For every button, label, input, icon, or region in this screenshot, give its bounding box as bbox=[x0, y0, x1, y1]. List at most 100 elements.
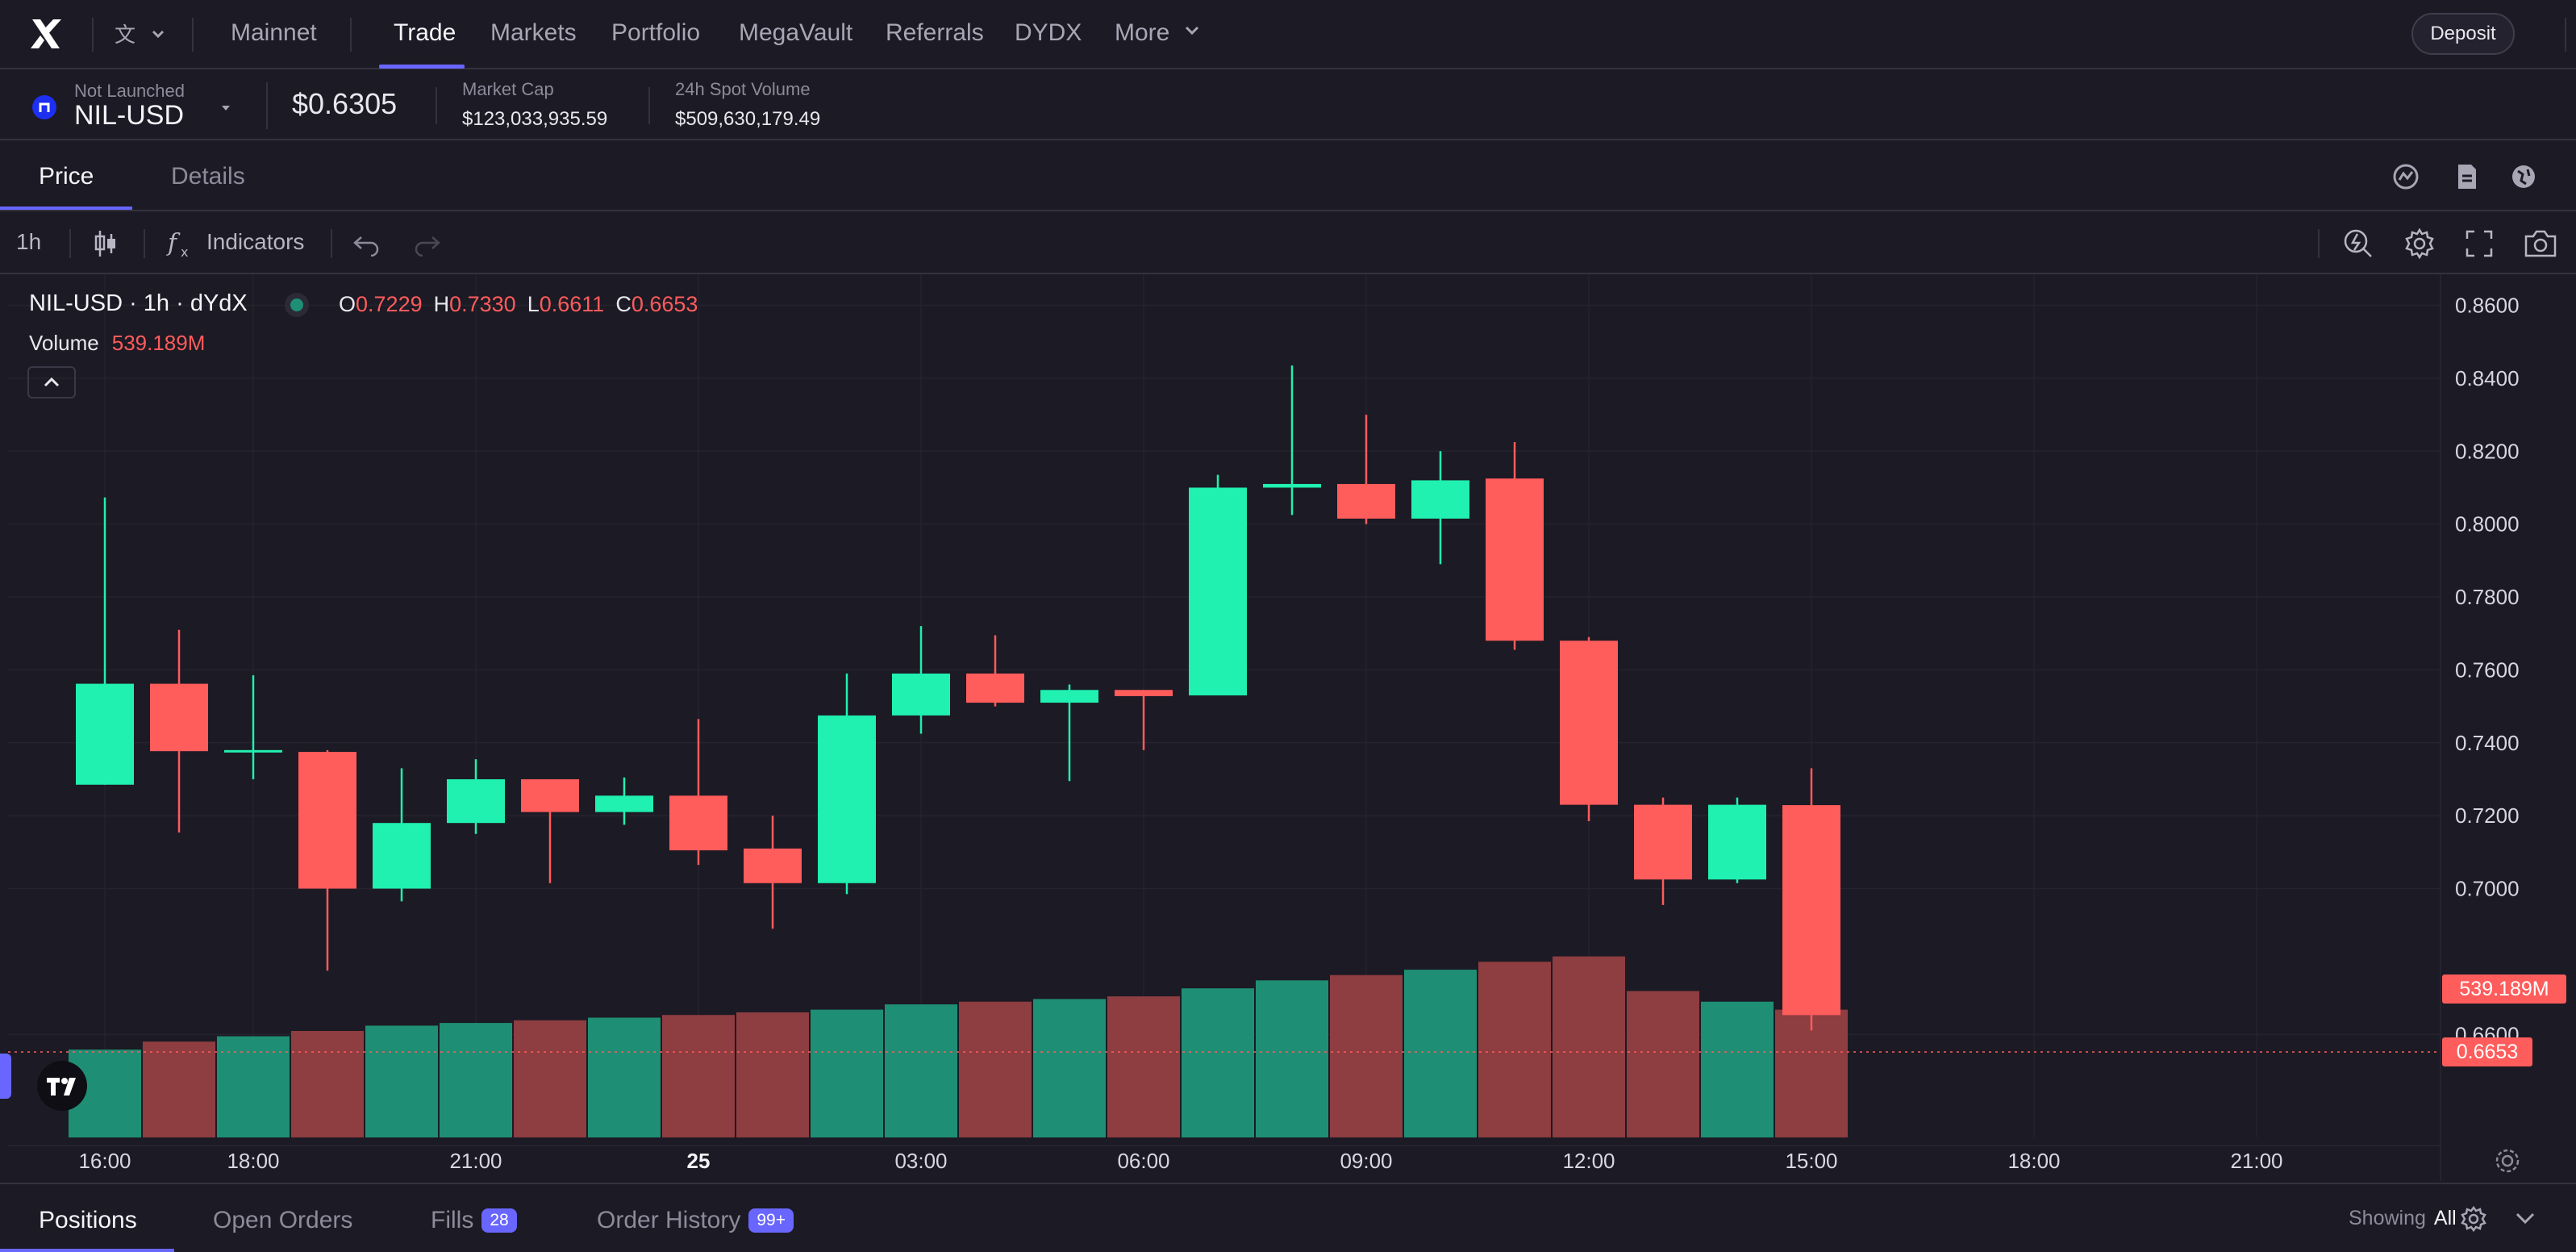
header-divider bbox=[436, 87, 437, 124]
candle-body bbox=[595, 795, 653, 812]
nav-more[interactable]: More bbox=[1115, 19, 1201, 47]
price-chart[interactable]: 0.8600 0.8400 0.8200 0.8000 0.7800 0.7600 0.74… bbox=[0, 274, 2576, 1181]
market-cap-value: $123,033,935.59 bbox=[462, 108, 608, 130]
volume-bar bbox=[811, 1009, 883, 1137]
candle-body bbox=[373, 823, 431, 889]
tab-positions[interactable]: Positions bbox=[39, 1207, 137, 1233]
fills-label: Fills bbox=[431, 1207, 474, 1233]
indicators-label: Indicators bbox=[206, 229, 305, 254]
volume-bar bbox=[1107, 996, 1180, 1137]
volume-bar bbox=[1033, 999, 1106, 1137]
chevron-down-icon bbox=[1185, 26, 1198, 35]
undo-icon[interactable] bbox=[352, 231, 381, 257]
time-zone-settings-icon[interactable] bbox=[2494, 1147, 2521, 1175]
toolbar-divider bbox=[144, 229, 145, 258]
ohlc-values: O0.7229 H0.7330 L0.6611 C0.6653 bbox=[339, 292, 698, 317]
tradingview-chart-icon[interactable] bbox=[2392, 163, 2420, 190]
globe-icon[interactable] bbox=[2510, 163, 2537, 190]
volume-bar bbox=[365, 1025, 438, 1137]
tab-order-history[interactable]: Order History 99+ bbox=[597, 1207, 794, 1234]
volume-bar bbox=[514, 1020, 586, 1137]
candle-body bbox=[1337, 483, 1395, 519]
volume-tag-text: 539.189M bbox=[2459, 978, 2549, 1000]
y-axis-tick-label: 0.8000 bbox=[2455, 512, 2520, 536]
volume-bar bbox=[1478, 962, 1551, 1137]
candlestick-chart-svg[interactable]: 0.8600 0.8400 0.8200 0.8000 0.7800 0.7600 0.74… bbox=[0, 274, 2576, 1181]
tradingview-logo-icon[interactable] bbox=[29, 1060, 95, 1112]
network-label[interactable]: Mainnet bbox=[231, 19, 317, 46]
volume-bar bbox=[1256, 980, 1328, 1137]
camera-snapshot-icon[interactable] bbox=[2523, 229, 2558, 258]
showing-filter[interactable]: Showing All bbox=[2349, 1207, 2457, 1230]
volume-bar bbox=[1775, 1009, 1848, 1137]
deposit-button[interactable]: Deposit bbox=[2411, 13, 2515, 55]
quick-search-icon[interactable] bbox=[2342, 227, 2374, 260]
chart-tabs: Price Details bbox=[0, 142, 2576, 211]
interval-selector[interactable]: 1h bbox=[16, 229, 42, 254]
market-cap-label: Market Cap bbox=[462, 79, 554, 99]
candle-body bbox=[1189, 487, 1247, 696]
collapse-panel-chevron-icon[interactable] bbox=[2513, 1208, 2537, 1228]
y-axis-tick-label: 0.7000 bbox=[2455, 877, 2520, 901]
redo-icon[interactable] bbox=[413, 231, 442, 257]
svg-text:x: x bbox=[181, 244, 188, 260]
candle-body bbox=[521, 778, 579, 812]
spot-volume-label: 24h Spot Volume bbox=[675, 79, 811, 99]
volume-bar bbox=[1627, 991, 1699, 1137]
dydx-logo[interactable] bbox=[29, 18, 63, 50]
showing-value: All bbox=[2433, 1207, 2457, 1229]
candle-body bbox=[744, 848, 802, 883]
volume-bar bbox=[1701, 1001, 1774, 1137]
close-value: 0.6653 bbox=[631, 292, 698, 316]
tab-fills[interactable]: Fills 28 bbox=[431, 1207, 517, 1234]
volume-bar bbox=[143, 1041, 215, 1137]
x-axis-tick-label: 16:00 bbox=[78, 1149, 131, 1173]
orderbook-document-icon[interactable] bbox=[2455, 163, 2479, 190]
market-header: Not Launched NIL-USD $0.6305 Market Cap … bbox=[0, 71, 2576, 140]
order-history-count-badge: 99+ bbox=[748, 1208, 794, 1233]
sidebar-toggle-handle[interactable] bbox=[0, 1054, 11, 1099]
x-axis-tick-label: 21:00 bbox=[2230, 1149, 2282, 1173]
collapse-legend-button[interactable] bbox=[27, 366, 76, 399]
volume-bar bbox=[1330, 974, 1403, 1137]
account-tabs: Positions Open Orders Fills 28 Order Hist… bbox=[0, 1183, 2576, 1252]
y-axis-tick-label: 0.8400 bbox=[2455, 366, 2520, 390]
nav-megavault[interactable]: MegaVault bbox=[739, 19, 853, 46]
svg-text:文: 文 bbox=[115, 23, 135, 48]
top-navigation: 文 Mainnet Trade Markets Portfolio MegaVa… bbox=[0, 0, 2576, 69]
nav-markets[interactable]: Markets bbox=[490, 19, 577, 46]
candle-body bbox=[1263, 483, 1321, 488]
market-selector[interactable]: Not Launched NIL-USD bbox=[16, 74, 242, 137]
tab-open-orders[interactable]: Open Orders bbox=[213, 1207, 353, 1233]
y-axis-tick-label: 0.7200 bbox=[2455, 803, 2520, 828]
volume-price-tag: 539.189M bbox=[2442, 974, 2566, 1004]
candle-body bbox=[76, 683, 134, 785]
active-nav-indicator bbox=[379, 65, 465, 69]
volume-bar bbox=[291, 1031, 364, 1137]
nav-divider bbox=[192, 18, 194, 52]
tab-price[interactable]: Price bbox=[39, 163, 94, 190]
x-axis-tick-label: 25 bbox=[687, 1149, 711, 1173]
x-axis-tick-label: 03:00 bbox=[894, 1149, 947, 1173]
spot-volume-value: $509,630,179.49 bbox=[675, 108, 821, 130]
tab-details[interactable]: Details bbox=[171, 163, 245, 190]
market-symbol: NIL-USD bbox=[74, 100, 185, 131]
nav-trade[interactable]: Trade bbox=[394, 19, 456, 46]
nav-dydx[interactable]: DYDX bbox=[1015, 19, 1082, 46]
low-label: L bbox=[527, 292, 540, 316]
language-selector[interactable]: 文 bbox=[115, 18, 171, 50]
nav-portfolio[interactable]: Portfolio bbox=[611, 19, 701, 46]
last-price-tag-text: 0.6653 bbox=[2456, 1041, 2519, 1063]
market-status: Not Launched bbox=[74, 81, 185, 101]
fills-count-badge: 28 bbox=[481, 1208, 517, 1233]
fullscreen-icon[interactable] bbox=[2465, 229, 2494, 258]
candlestick-type-icon[interactable] bbox=[92, 227, 119, 260]
candle-body bbox=[669, 795, 727, 851]
high-label: H bbox=[433, 292, 450, 316]
candle-body bbox=[1411, 480, 1469, 519]
settings-gear-icon[interactable] bbox=[2403, 227, 2436, 260]
filter-gear-icon[interactable] bbox=[2460, 1205, 2487, 1233]
toolbar-divider bbox=[69, 229, 71, 258]
nav-referrals[interactable]: Referrals bbox=[886, 19, 984, 46]
candle-body bbox=[447, 778, 505, 824]
